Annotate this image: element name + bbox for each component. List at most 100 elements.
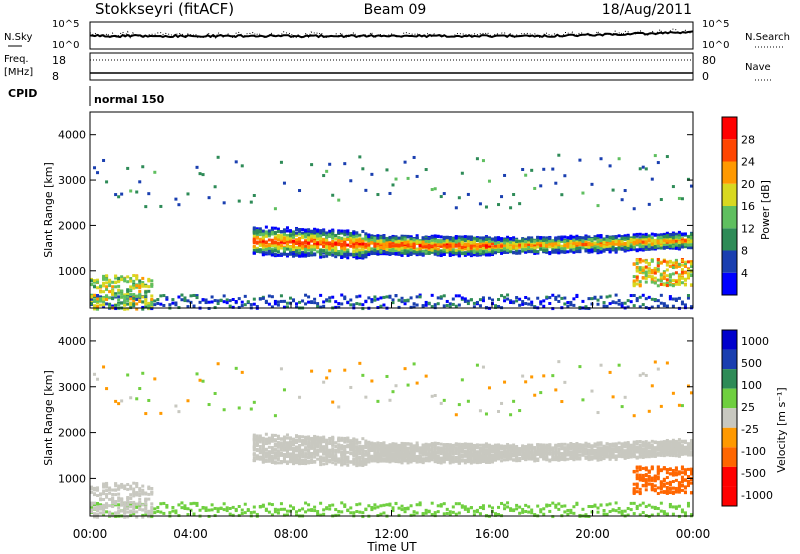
power-cell <box>587 238 591 242</box>
power-cell <box>680 263 684 267</box>
power-cell <box>415 236 419 240</box>
freq-tick-top: 18 <box>52 54 66 67</box>
velocity-cell <box>298 456 302 460</box>
power-cell <box>102 277 106 281</box>
velocity-cell <box>117 402 121 406</box>
power-cell <box>264 240 268 244</box>
power-cell <box>270 241 274 245</box>
velocity-cell <box>270 448 274 452</box>
velocity-cell <box>90 490 93 494</box>
velocity-cell <box>340 456 344 460</box>
velocity-cell <box>141 492 145 496</box>
velocity-cell <box>150 502 154 506</box>
velocity-cell <box>352 445 356 449</box>
velocity-cell <box>174 511 178 515</box>
power-cell <box>415 252 419 256</box>
power-cell <box>653 154 657 158</box>
power-cell <box>460 237 464 241</box>
power-cell <box>674 282 678 286</box>
power-cell <box>388 294 392 298</box>
power-cell <box>575 295 579 299</box>
power-cell <box>481 236 485 240</box>
power-cell <box>168 303 172 307</box>
power-cell <box>626 240 630 244</box>
power-cell <box>478 202 482 206</box>
power-cell <box>599 239 603 243</box>
velocity-cell <box>249 511 253 515</box>
power-cell <box>325 298 329 302</box>
velocity-cell <box>135 502 139 506</box>
power-cell <box>292 245 296 249</box>
power-cell <box>626 305 630 309</box>
velocity-cell <box>331 449 335 453</box>
power-cell <box>442 251 446 255</box>
power-cell <box>487 253 491 257</box>
power-cell <box>563 235 567 239</box>
power-cell <box>114 303 118 307</box>
power-cell <box>138 294 142 298</box>
power-cell <box>542 238 546 242</box>
power-cell <box>358 248 362 252</box>
power-cell <box>608 302 612 306</box>
velocity-cell <box>298 453 302 457</box>
velocity-cell <box>102 489 106 493</box>
power-cell <box>436 243 440 247</box>
power-cell <box>487 242 491 246</box>
velocity-cell <box>349 452 353 456</box>
power-cell <box>650 239 654 243</box>
velocity-cell <box>111 497 115 501</box>
velocity-cell <box>307 508 311 512</box>
power-cell <box>397 239 401 243</box>
power-cell <box>460 240 464 244</box>
power-cell <box>557 235 561 239</box>
velocity-cell <box>319 513 323 517</box>
power-cell <box>267 243 271 247</box>
velocity-cell <box>331 503 335 507</box>
power-cell <box>177 295 181 299</box>
power-cell <box>310 239 314 243</box>
power-cell <box>102 158 106 162</box>
power-cell <box>506 243 510 247</box>
power-cell <box>551 242 555 246</box>
power-cell <box>617 299 621 303</box>
power-cell <box>500 244 504 248</box>
power-cell <box>494 304 498 308</box>
power-cell <box>632 304 636 308</box>
velocity-cell <box>310 458 314 462</box>
power-cell <box>460 247 464 251</box>
velocity-cell <box>328 504 332 508</box>
power-cell <box>367 296 371 300</box>
power-cell <box>475 236 479 240</box>
power-cell <box>490 246 494 250</box>
power-cell <box>267 294 271 298</box>
velocity-cell <box>177 410 181 414</box>
velocity-cell <box>373 506 377 510</box>
velocity-cell <box>325 456 329 460</box>
power-cell <box>448 243 452 247</box>
power-cell <box>635 297 639 301</box>
velocity-cell <box>328 436 332 440</box>
power-cell <box>129 288 133 292</box>
power-cell <box>361 307 365 311</box>
power-cell <box>129 293 133 297</box>
power-cell <box>397 305 401 309</box>
velocity-cell <box>285 460 289 464</box>
power-cell <box>674 297 678 301</box>
velocity-cell <box>352 443 356 447</box>
power-cell <box>298 232 302 236</box>
velocity-cell <box>355 461 359 465</box>
velocity-cell <box>376 449 380 453</box>
velocity-cell <box>282 507 286 511</box>
power-cell <box>388 251 392 255</box>
power-cell <box>334 251 338 255</box>
nsky-label: N.Sky <box>4 32 32 43</box>
power-cell <box>626 233 630 237</box>
velocity-cell <box>295 447 299 451</box>
power-cell <box>611 188 615 192</box>
power-cell <box>132 296 136 300</box>
power-cell <box>406 176 410 180</box>
power-cell <box>105 281 109 285</box>
power-cell <box>319 231 323 235</box>
power-cell <box>343 254 347 258</box>
power-cell <box>659 279 663 283</box>
